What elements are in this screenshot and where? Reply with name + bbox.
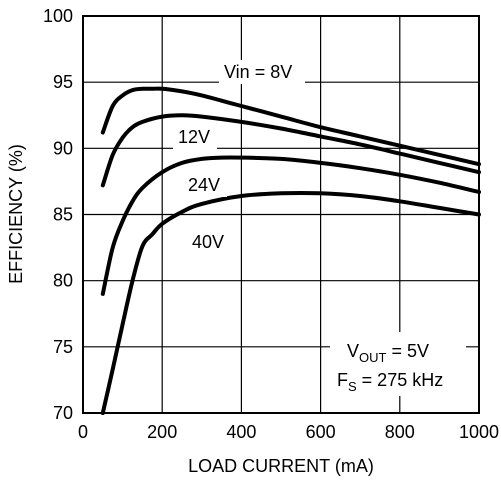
y-tick-label: 70 <box>53 403 73 423</box>
x-tick-label: 1000 <box>459 422 499 442</box>
series-label-bg-8v <box>219 60 305 84</box>
fs-note: FS = 275 kHz <box>337 370 443 394</box>
y-tick-label: 85 <box>53 205 73 225</box>
series-label-bg-40v <box>187 230 231 254</box>
series-line-1 <box>100 113 481 188</box>
x-tick-labels: 0 200 400 600 800 1000 <box>78 422 499 442</box>
series-label-40v: 40V <box>192 232 224 252</box>
x-tick-label: 400 <box>226 422 256 442</box>
y-tick-labels: 70 75 80 85 90 95 100 <box>43 6 73 423</box>
series-line-0 <box>100 86 481 167</box>
y-tick-label: 75 <box>53 337 73 357</box>
series-label-24v: 24V <box>188 175 220 195</box>
y-tick-label: 95 <box>53 72 73 92</box>
y-tick-label: 80 <box>53 271 73 291</box>
series-label-12v: 12V <box>178 127 210 147</box>
vout-note: VOUT = 5V <box>347 341 429 365</box>
y-tick-label: 90 <box>53 138 73 158</box>
series-label-bg-12v <box>173 125 217 149</box>
x-tick-label: 800 <box>385 422 415 442</box>
x-axis-title: LOAD CURRENT (mA) <box>188 456 374 476</box>
series-line-3 <box>100 191 481 415</box>
x-tick-label: 0 <box>78 422 88 442</box>
series-lines <box>100 86 481 415</box>
series-label-8v: Vin = 8V <box>224 62 292 82</box>
series-line-2 <box>100 155 481 296</box>
y-tick-label: 100 <box>43 6 73 26</box>
conditions-note-bg <box>330 332 466 396</box>
y-axis-title: EFFICIENCY (%) <box>6 144 26 284</box>
series-label-bg-24v <box>183 173 227 197</box>
x-tick-label: 600 <box>306 422 336 442</box>
x-tick-label: 200 <box>147 422 177 442</box>
